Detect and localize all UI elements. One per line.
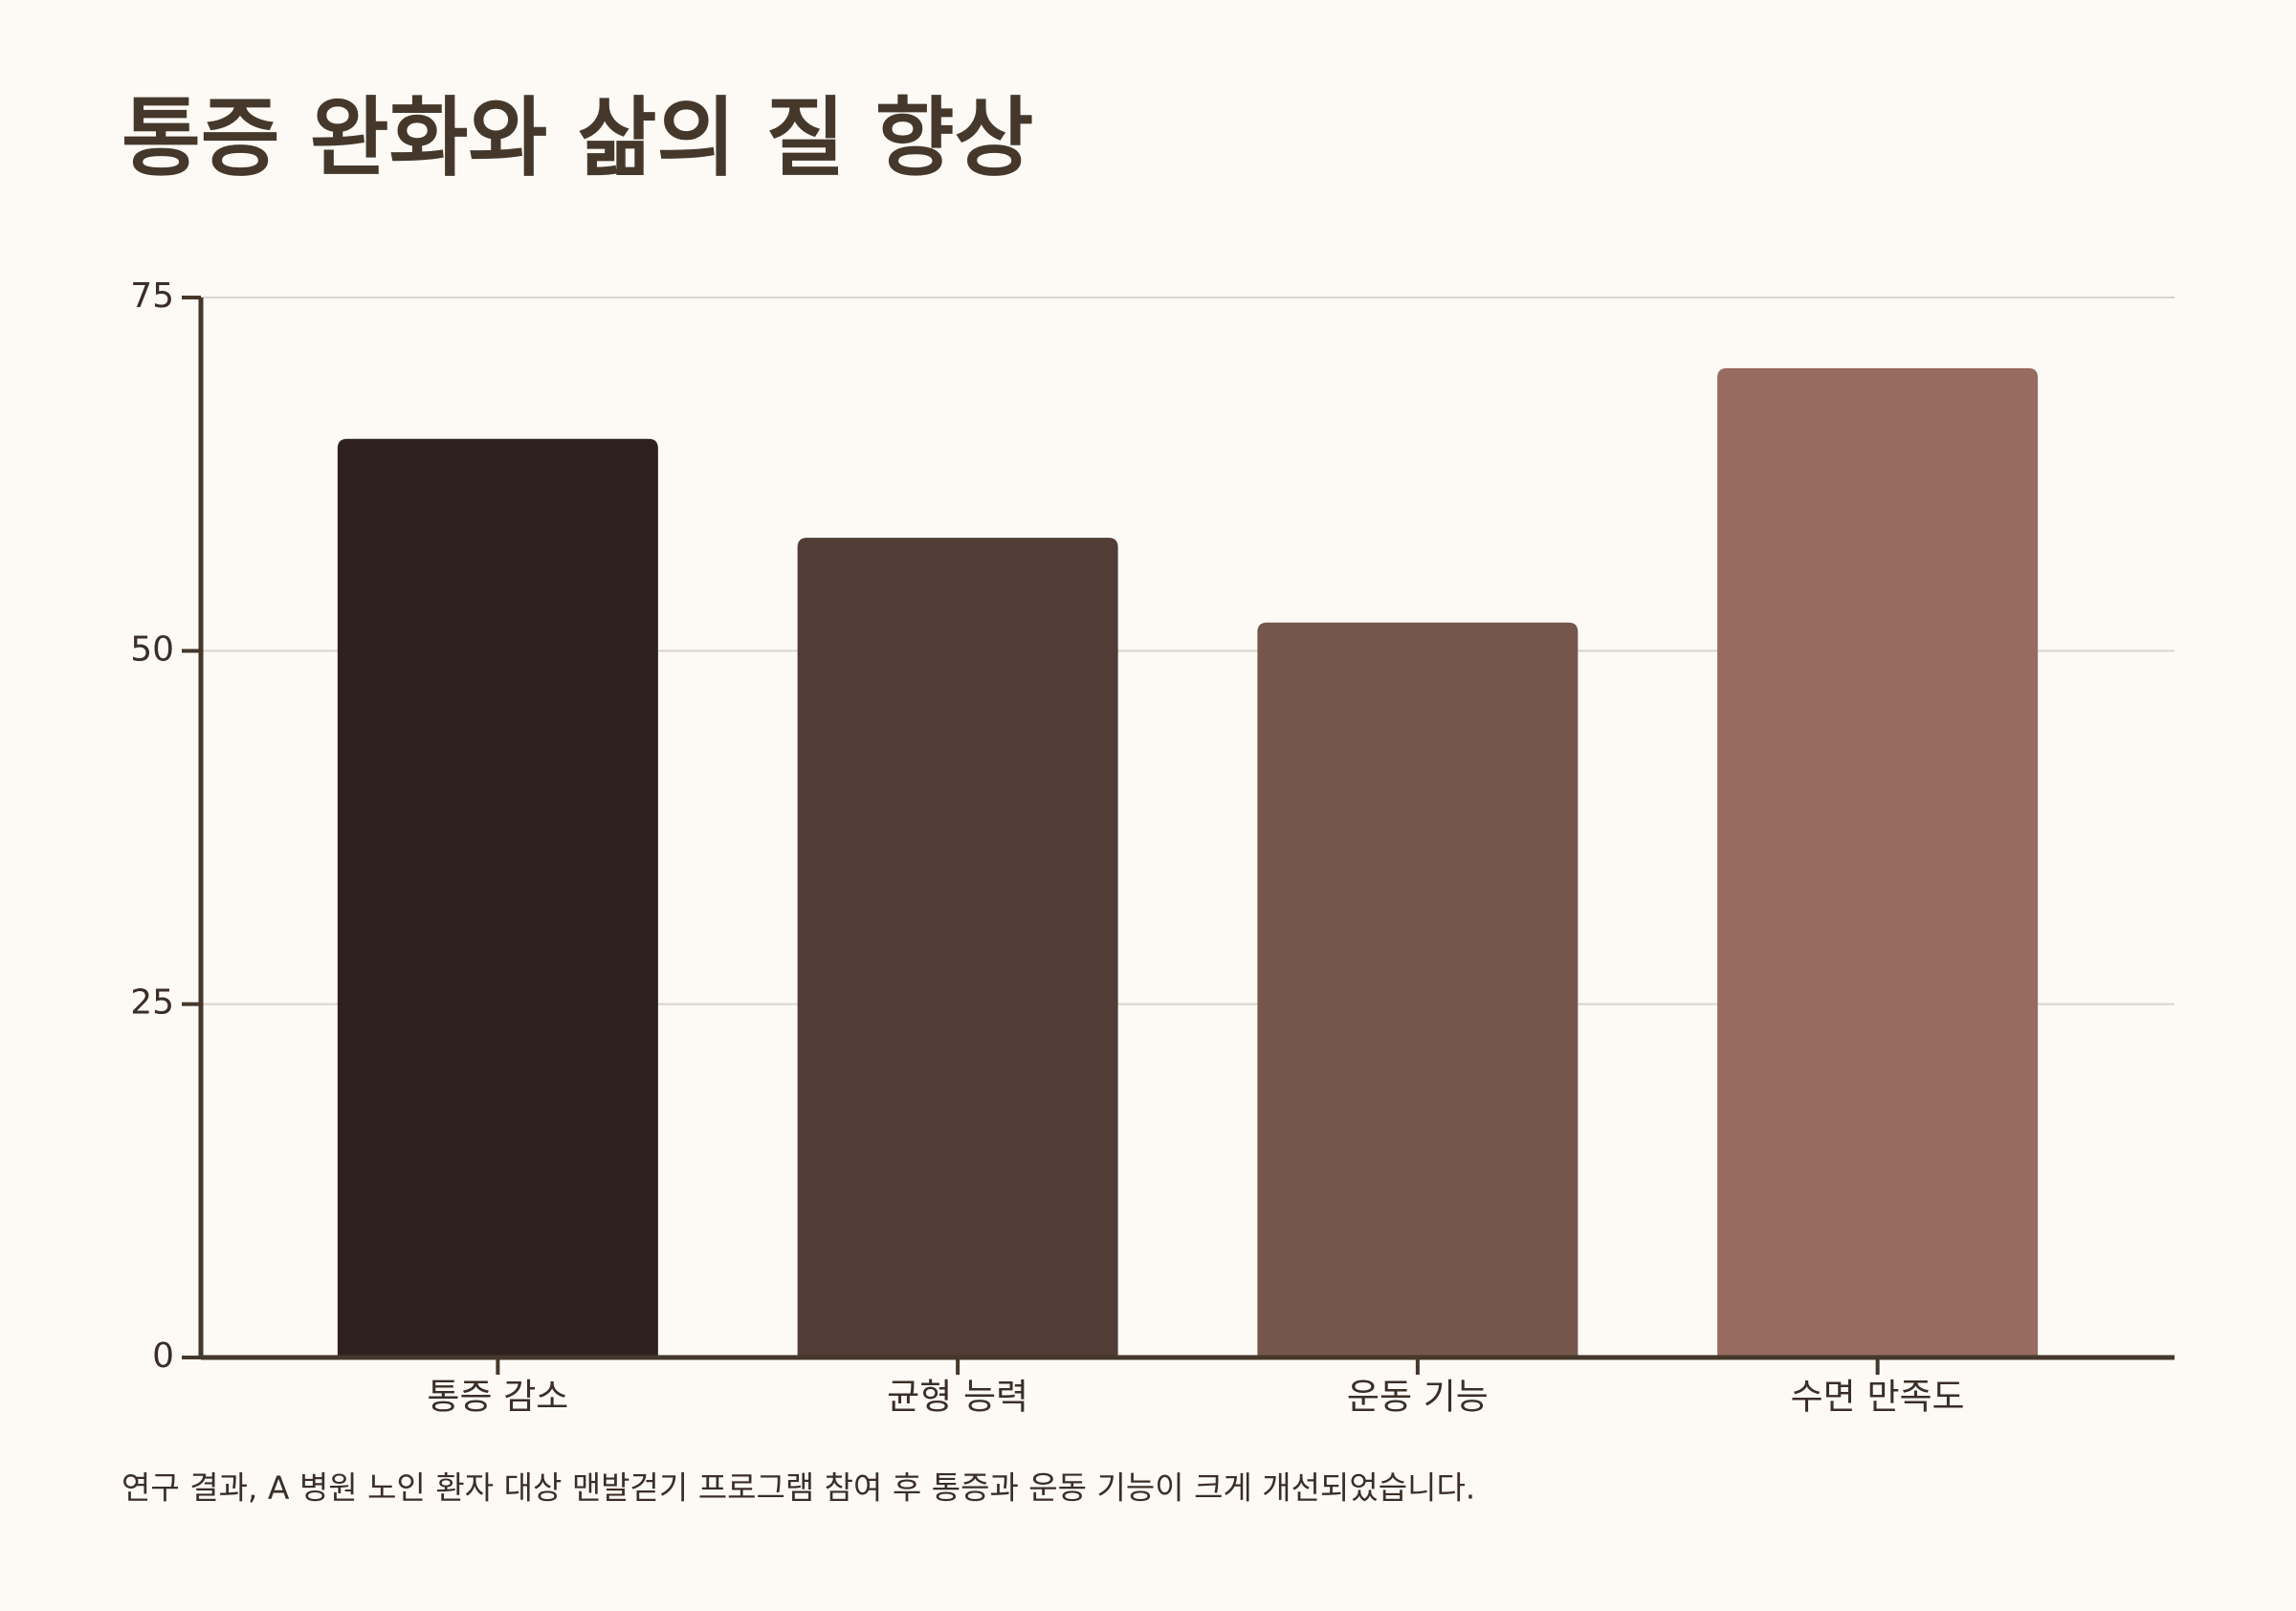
x-tick-label: 운동 기능 [1347, 1377, 1489, 1418]
y-tick-label: 0 [152, 1336, 174, 1376]
x-tick-label: 통증 감소 [427, 1377, 568, 1418]
chart-title: 통증 완화와 삶의 질 향상 [121, 88, 1033, 188]
bar [1257, 622, 1578, 1357]
footnote: 연구 결과, A 병원 노인 환자 대상 맨발걷기 프로그램 참여 후 통증과 … [121, 1469, 1475, 1507]
bar [797, 538, 1118, 1357]
x-tick-label: 수면 만족도 [1791, 1377, 1965, 1418]
y-tick-label: 25 [130, 983, 174, 1023]
x-tick-label: 균형 능력 [887, 1377, 1028, 1418]
bar [337, 438, 658, 1357]
bar [1717, 367, 2039, 1357]
y-tick-label: 75 [130, 276, 174, 316]
y-tick-label: 50 [130, 629, 174, 669]
